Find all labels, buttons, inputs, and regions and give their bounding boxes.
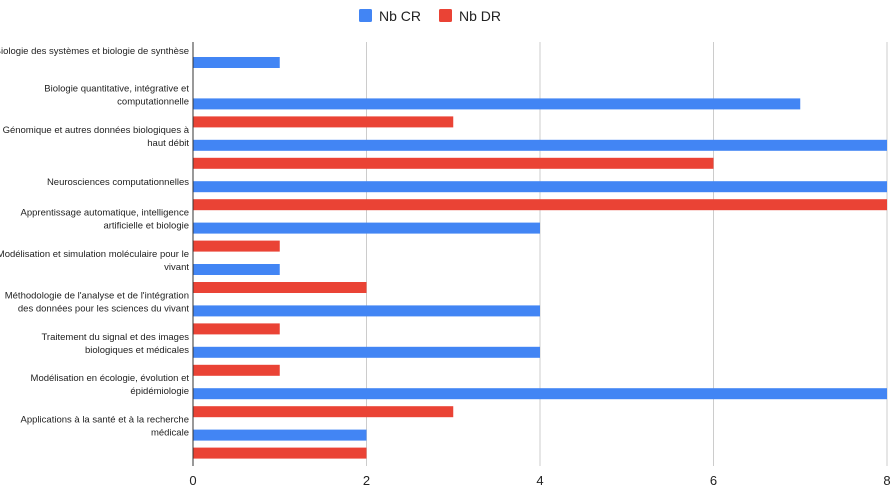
bar-nb-dr bbox=[193, 157, 714, 169]
bar-nb-cr bbox=[193, 264, 280, 275]
category-label: Modélisation en écologie, évolution et bbox=[31, 373, 190, 384]
legend-label: Nb CR bbox=[379, 8, 421, 24]
category-label: Biologie des systèmes et biologie de syn… bbox=[0, 46, 189, 57]
category-label: Méthodologie de l'analyse et de l'intégr… bbox=[5, 290, 189, 301]
legend-swatch bbox=[359, 9, 372, 22]
x-tick-label: 4 bbox=[536, 473, 543, 486]
bar-nb-dr bbox=[193, 447, 367, 459]
x-tick-label: 0 bbox=[189, 473, 196, 486]
category-label: Neurosciences computationnelles bbox=[47, 177, 189, 188]
bar-nb-dr bbox=[193, 240, 280, 252]
bar-nb-dr bbox=[193, 364, 280, 376]
bar-nb-dr bbox=[193, 199, 887, 211]
bar-nb-cr bbox=[193, 305, 540, 317]
category-label: haut débit bbox=[147, 138, 189, 149]
category-label: Biologie quantitative, intégrative et bbox=[44, 83, 189, 94]
bar-nb-dr bbox=[193, 406, 454, 418]
category-label: biologiques et médicales bbox=[85, 345, 189, 356]
bar-nb-dr bbox=[193, 323, 280, 335]
category-label: Applications à la santé et à la recherch… bbox=[21, 415, 189, 426]
bar-nb-cr bbox=[193, 98, 801, 110]
category-label: artificielle et biologie bbox=[103, 221, 189, 232]
category-label: Traitement du signal et des images bbox=[41, 332, 189, 343]
category-label: épidémiologie bbox=[130, 386, 189, 397]
bar-nb-cr bbox=[193, 139, 887, 151]
category-label: médicale bbox=[151, 428, 189, 439]
bar-nb-cr bbox=[193, 181, 887, 193]
category-label: Modélisation et simulation moléculaire p… bbox=[0, 249, 189, 260]
bar-nb-dr bbox=[193, 282, 367, 293]
category-label: Apprentissage automatique, intelligence bbox=[21, 208, 189, 219]
bar-nb-cr bbox=[193, 222, 540, 234]
bar-nb-cr bbox=[193, 429, 367, 441]
legend-swatch bbox=[439, 9, 452, 22]
legend-label: Nb DR bbox=[459, 8, 501, 24]
x-tick-label: 8 bbox=[883, 473, 890, 486]
bar-nb-cr bbox=[193, 57, 280, 68]
x-tick-label: 6 bbox=[710, 473, 717, 486]
bar-nb-dr bbox=[193, 116, 454, 128]
bar-nb-cr bbox=[193, 388, 887, 400]
category-label: des données pour les sciences du vivant bbox=[18, 303, 189, 314]
category-label: Génomique et autres données biologiques … bbox=[3, 125, 190, 136]
bar-nb-cr bbox=[193, 346, 540, 358]
category-label: vivant bbox=[164, 262, 189, 273]
category-label: computationnelle bbox=[117, 96, 189, 107]
x-tick-label: 2 bbox=[363, 473, 370, 486]
